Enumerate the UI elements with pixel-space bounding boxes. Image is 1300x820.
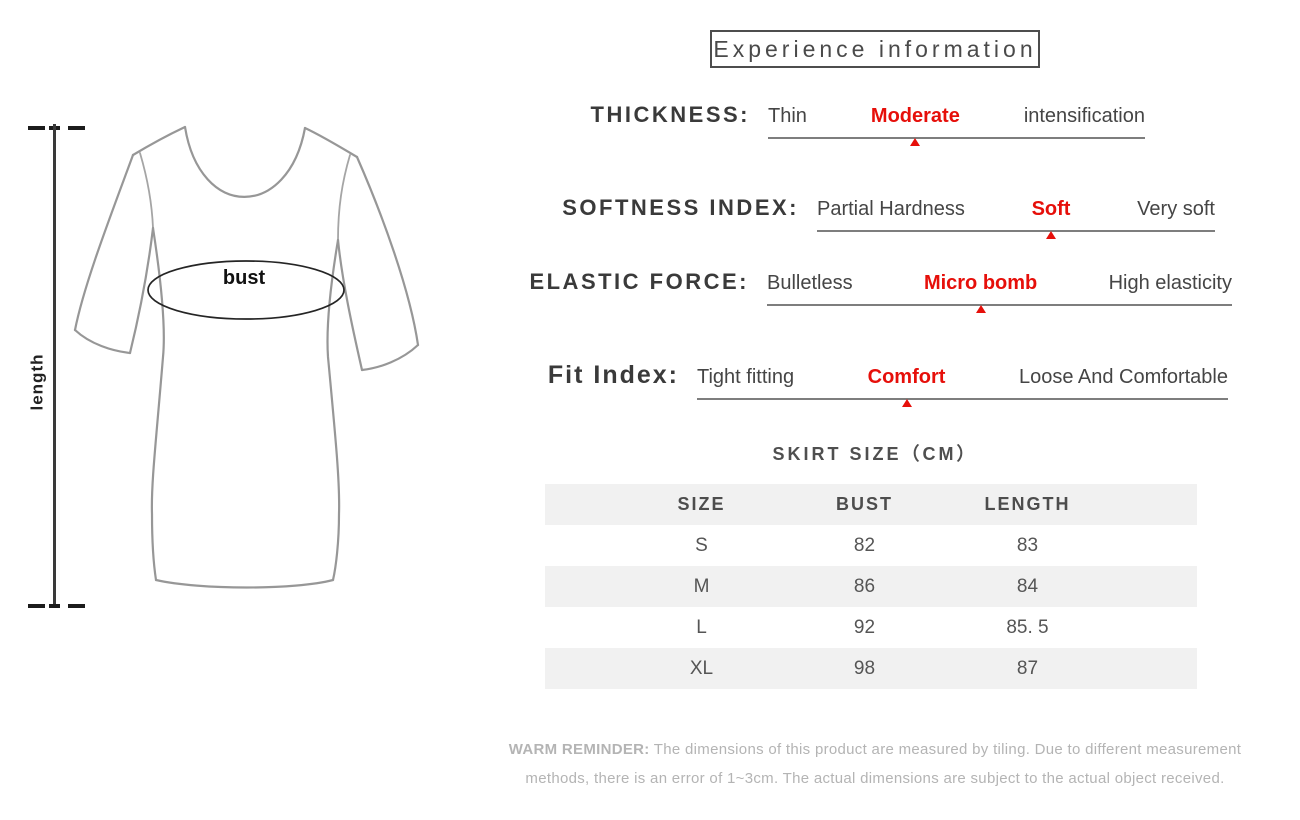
cell-bust: 92 — [853, 616, 876, 638]
cell-size: XL — [689, 657, 714, 679]
option-loose-and-comfortable: Loose And Comfortable — [1018, 366, 1228, 388]
attribute-row-thickness: THICKNESS: Thin Moderate intensification — [480, 102, 1270, 139]
elastic-force-label: ELASTIC FORCE: — [529, 269, 749, 294]
option-micro-bomb-selected: Micro bomb — [923, 272, 1038, 294]
option-moderate-selected: Moderate — [870, 105, 960, 127]
fit-scale: Tight fitting Comfort Loose And Comforta… — [697, 366, 1228, 400]
option-comfort-selected: Comfort — [867, 366, 946, 388]
option-thin: Thin — [768, 105, 807, 127]
column-header-size: SIZE — [677, 494, 726, 514]
table-row-s: S 82 83 — [545, 525, 1197, 566]
cell-bust: 86 — [853, 575, 876, 597]
length-label: length — [27, 353, 47, 411]
measure-dash — [49, 604, 60, 608]
measure-dash — [68, 604, 85, 608]
table-row-xl: XL 98 87 — [545, 648, 1197, 689]
measure-dash — [28, 126, 45, 130]
softness-scale: Partial Hardness Soft Very soft — [817, 198, 1215, 232]
option-bulletless: Bulletless — [767, 272, 853, 294]
table-row-m: M 86 84 — [545, 566, 1197, 607]
dress-neckline — [183, 125, 307, 198]
table-row-l: L 92 85. 5 — [545, 607, 1197, 648]
dress-outline-drawing: bust — [73, 125, 420, 589]
dress-left-sleeve-inner — [128, 226, 155, 355]
measure-vertical-line — [53, 124, 56, 606]
column-header-length: LENGTH — [984, 494, 1071, 514]
cell-length: 85. 5 — [1006, 616, 1049, 638]
option-high-elasticity: High elasticity — [1108, 272, 1232, 294]
dress-right-sleeve-outer — [355, 155, 420, 347]
fit-index-label: Fit Index: — [547, 361, 679, 389]
dress-right-sleeve-inner — [336, 238, 364, 372]
dress-left-side — [150, 226, 165, 582]
cell-size: S — [695, 534, 708, 556]
attribute-row-elasticity: ELASTIC FORCE: Bulletless Micro bomb Hig… — [480, 269, 1270, 306]
cell-size: L — [696, 616, 707, 638]
softness-label: SOFTNESS INDEX: — [562, 195, 799, 220]
page-title: Experience information — [710, 30, 1040, 68]
measure-dash — [68, 126, 85, 130]
cell-bust: 82 — [853, 534, 876, 556]
dress-right-shoulder — [303, 126, 359, 159]
thickness-label: THICKNESS: — [590, 102, 750, 127]
option-intensification: intensification — [1023, 105, 1145, 127]
length-measure-line: length — [27, 120, 89, 615]
dress-right-side — [326, 238, 341, 582]
option-very-soft: Very soft — [1137, 198, 1215, 220]
dress-right-cuff — [360, 343, 420, 372]
cell-size: M — [693, 575, 710, 597]
option-soft-selected: Soft — [1031, 198, 1071, 220]
elasticity-scale: Bulletless Micro bomb High elasticity — [767, 272, 1232, 306]
size-table-heading: SKIRT SIZE（CM） — [772, 444, 978, 464]
bust-label: bust — [223, 267, 266, 289]
cell-length: 83 — [1016, 534, 1039, 556]
dress-left-armhole-seam — [139, 152, 154, 229]
cell-length: 87 — [1016, 657, 1039, 679]
option-tight-fitting: Tight fitting — [697, 366, 795, 388]
experience-info-panel: Experience information THICKNESS: Thin M… — [480, 30, 1270, 793]
warm-reminder: WARM REMINDER: The dimensions of this pr… — [480, 735, 1270, 793]
dress-right-armhole-seam — [337, 154, 351, 241]
dress-left-sleeve-outer — [73, 153, 135, 332]
option-partial-hardness: Partial Hardness — [817, 198, 965, 220]
cell-bust: 98 — [853, 657, 876, 679]
attribute-row-fit: Fit Index: Tight fitting Comfort Loose A… — [480, 361, 1270, 400]
size-table-header-row: SIZE BUST LENGTH — [545, 484, 1197, 525]
measure-dash — [28, 604, 45, 608]
warm-reminder-prefix: WARM REMINDER: — [508, 741, 650, 758]
warm-reminder-text: The dimensions of this product are measu… — [525, 741, 1242, 787]
cell-length: 84 — [1016, 575, 1039, 597]
thickness-scale: Thin Moderate intensification — [768, 105, 1145, 139]
bust-ellipse — [147, 260, 345, 320]
dress-left-cuff — [73, 328, 132, 355]
size-table: SIZE BUST LENGTH S 82 83 M 86 84 L 92 85… — [545, 484, 1197, 689]
attribute-row-softness: SOFTNESS INDEX: Partial Hardness Soft Ve… — [480, 195, 1270, 232]
dress-left-shoulder — [131, 125, 187, 157]
dress-hem — [154, 578, 335, 589]
column-header-bust: BUST — [836, 494, 893, 514]
